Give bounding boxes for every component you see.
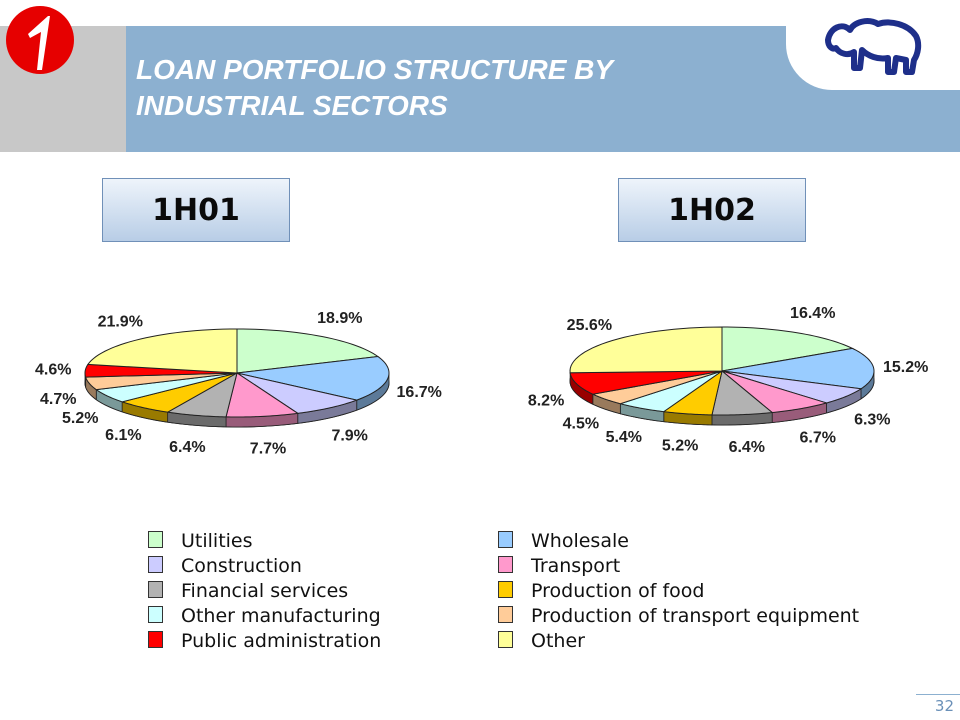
pie-slice	[569, 370, 723, 395]
pie-value-label: 4.5%	[563, 416, 599, 433]
legend-swatch	[498, 556, 513, 573]
pie-value-label: 5.2%	[662, 438, 698, 455]
pie-value-label: 18.9%	[317, 310, 362, 327]
legend-swatch	[498, 606, 513, 623]
legend-label: Public administration	[181, 630, 382, 652]
pie-value-label: 4.7%	[40, 391, 76, 408]
title-line-1: LOAN PORTFOLIO STRUCTURE BY	[136, 54, 614, 85]
pie-value-label: 21.9%	[98, 314, 143, 331]
pie-slice	[120, 372, 238, 413]
pie-slice	[236, 355, 390, 401]
pie-value-label: 8.2%	[528, 392, 564, 409]
pie-slice	[569, 326, 723, 374]
pie-slice	[721, 326, 855, 372]
legend-label: Production of food	[531, 580, 705, 602]
legend-swatch	[498, 581, 513, 598]
legend-label: Construction	[181, 555, 302, 577]
pie-value-label: 6.7%	[799, 430, 835, 447]
bank-logo-icon	[6, 6, 74, 74]
legend-label: Transport	[531, 555, 621, 577]
pie-slice	[236, 372, 359, 414]
pie-value-label: 5.4%	[606, 429, 642, 446]
pie-chart-1h02: 16.4% 15.2% 6.3% 6.7% 6.4% 5.2% 5.4% 4.5% 8.2% 25…	[528, 305, 929, 456]
pie-slice	[721, 347, 875, 390]
pie-slice	[166, 371, 238, 418]
pie-slice	[84, 372, 238, 391]
pie-slice	[662, 369, 723, 416]
page-number: 32	[916, 694, 960, 715]
pie-value-label: 4.6%	[35, 362, 71, 379]
legend-swatch	[148, 606, 163, 623]
pie-value-label: 5.2%	[62, 410, 98, 427]
legend-label: Other	[531, 630, 585, 652]
legend-swatch	[498, 631, 513, 648]
legend-swatch	[498, 531, 513, 548]
legend-swatch	[148, 581, 163, 598]
pie-slice	[618, 370, 723, 413]
pie-chart-1h01: 18.9% 16.7% 7.9% 7.7% 6.4% 6.1% 5.2% 4.7% 4.6% 21…	[35, 310, 442, 458]
legend-swatch	[148, 531, 163, 548]
pie-slice	[84, 363, 238, 378]
pie-slice	[94, 372, 238, 403]
bison-logo-icon	[825, 18, 922, 75]
legend-swatch	[148, 556, 163, 573]
pie-slice	[86, 328, 238, 374]
logo-panel	[786, 0, 960, 90]
pie-slice	[236, 328, 380, 374]
pie-slice	[225, 372, 300, 418]
pie-value-label: 7.9%	[331, 427, 367, 444]
legend-swatch	[148, 631, 163, 648]
legend-label: Wholesale	[531, 530, 629, 552]
legend-label: Utilities	[181, 530, 253, 552]
pie-slice	[711, 370, 774, 416]
legend-label: Other manufacturing	[181, 605, 381, 627]
pie-value-label: 7.7%	[250, 440, 286, 457]
legend-label: Production of transport equipment	[531, 605, 860, 627]
pie-value-label: 6.4%	[729, 439, 765, 456]
pie-slice	[591, 370, 723, 405]
pie-value-label: 6.1%	[105, 427, 141, 444]
title-line-2: INDUSTRIAL SECTORS	[136, 90, 448, 121]
pie-value-label: 16.7%	[397, 384, 442, 401]
period-label-1h01: 1H01	[102, 178, 290, 242]
pie-value-label: 6.4%	[169, 439, 205, 456]
pie-value-label: 25.6%	[567, 317, 612, 334]
page-title: LOAN PORTFOLIO STRUCTURE BY INDUSTRIAL S…	[136, 52, 756, 124]
pie-value-label: 15.2%	[883, 359, 928, 376]
legend-label: Financial services	[181, 580, 349, 602]
pie-value-label: 6.3%	[854, 411, 890, 428]
pie-charts: 18.9% 16.7% 7.9% 7.7% 6.4% 6.1% 5.2% 4.7% 4.6% 21…	[35, 305, 929, 458]
pie-slice	[721, 370, 863, 404]
pie-slice	[721, 370, 829, 414]
period-label-1h02: 1H02	[618, 178, 806, 242]
pie-value-label: 16.4%	[790, 305, 835, 322]
